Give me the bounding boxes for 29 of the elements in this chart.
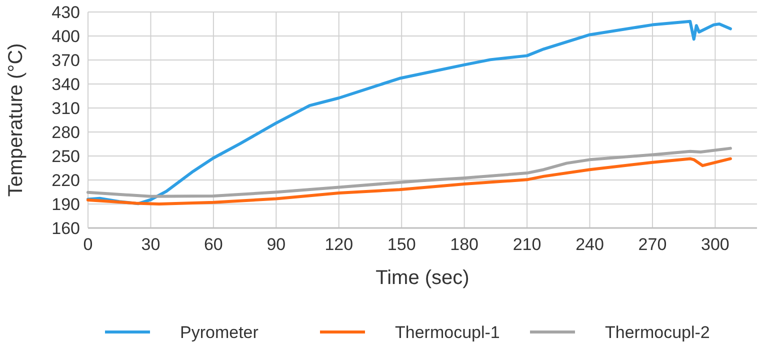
line-series <box>86 146 732 198</box>
y-tick-label: 370 <box>52 50 80 70</box>
x-tick-label: 60 <box>204 235 223 254</box>
x-tick-label: 180 <box>450 235 478 254</box>
y-axis-title: Temperature (°C) <box>5 43 27 197</box>
y-tick-label: 400 <box>52 26 80 46</box>
x-tick-label: 300 <box>701 235 730 254</box>
y-tick-label: 220 <box>52 170 80 190</box>
x-tick-label: 90 <box>266 235 286 254</box>
x-tick-label: 270 <box>638 235 667 254</box>
line-series <box>86 20 732 206</box>
y-tick-label: 160 <box>52 218 80 238</box>
x-axis-title: Time (sec) <box>376 267 470 289</box>
x-tick-label: 30 <box>141 235 160 254</box>
line-series <box>86 157 732 206</box>
y-tick-label: 430 <box>52 2 80 22</box>
y-tick-label: 250 <box>52 146 80 166</box>
legend-label: Pyrometer <box>180 322 259 342</box>
legend-label: Thermocupl-1 <box>395 322 500 342</box>
y-tick-label: 310 <box>52 98 80 118</box>
legend-label: Thermocupl-2 <box>605 322 710 342</box>
y-tick-label: 340 <box>52 74 80 94</box>
x-tick-label: 120 <box>324 235 354 254</box>
x-tick-label: 0 <box>83 235 93 254</box>
x-tick-label: 240 <box>576 235 604 254</box>
y-tick-label: 190 <box>52 194 80 214</box>
y-tick-label: 280 <box>52 122 80 142</box>
x-tick-label: 150 <box>387 235 416 254</box>
x-tick-label: 210 <box>512 235 542 254</box>
